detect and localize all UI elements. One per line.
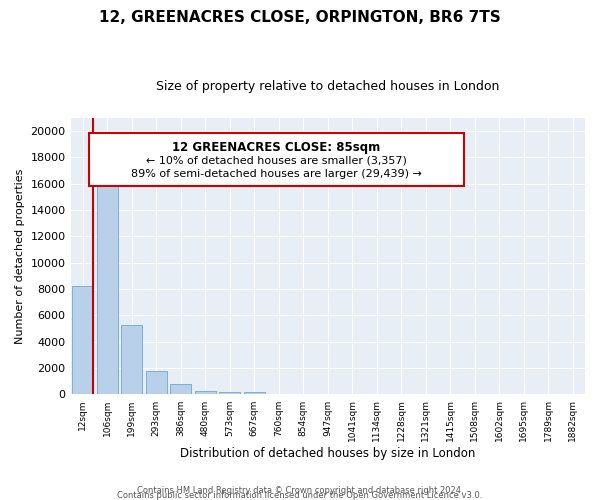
- Bar: [146, 370, 167, 394]
- FancyBboxPatch shape: [89, 133, 464, 186]
- Text: Contains public sector information licensed under the Open Government Licence v3: Contains public sector information licen…: [118, 491, 482, 500]
- Title: Size of property relative to detached houses in London: Size of property relative to detached ho…: [156, 80, 499, 93]
- Text: 12 GREENACRES CLOSE: 85sqm: 12 GREENACRES CLOSE: 85sqm: [172, 142, 380, 154]
- Bar: [73, 286, 93, 395]
- Text: ← 10% of detached houses are smaller (3,357): ← 10% of detached houses are smaller (3,…: [146, 155, 407, 165]
- X-axis label: Distribution of detached houses by size in London: Distribution of detached houses by size …: [180, 447, 475, 460]
- Bar: [170, 384, 191, 394]
- Text: 89% of semi-detached houses are larger (29,439) →: 89% of semi-detached houses are larger (…: [131, 169, 422, 179]
- Y-axis label: Number of detached properties: Number of detached properties: [15, 168, 25, 344]
- Bar: [97, 177, 118, 394]
- Text: 12, GREENACRES CLOSE, ORPINGTON, BR6 7TS: 12, GREENACRES CLOSE, ORPINGTON, BR6 7TS: [99, 10, 501, 25]
- Bar: [121, 324, 142, 394]
- Bar: [195, 390, 215, 394]
- Bar: [220, 392, 240, 394]
- Text: Contains HM Land Registry data © Crown copyright and database right 2024.: Contains HM Land Registry data © Crown c…: [137, 486, 463, 495]
- Bar: [244, 392, 265, 394]
